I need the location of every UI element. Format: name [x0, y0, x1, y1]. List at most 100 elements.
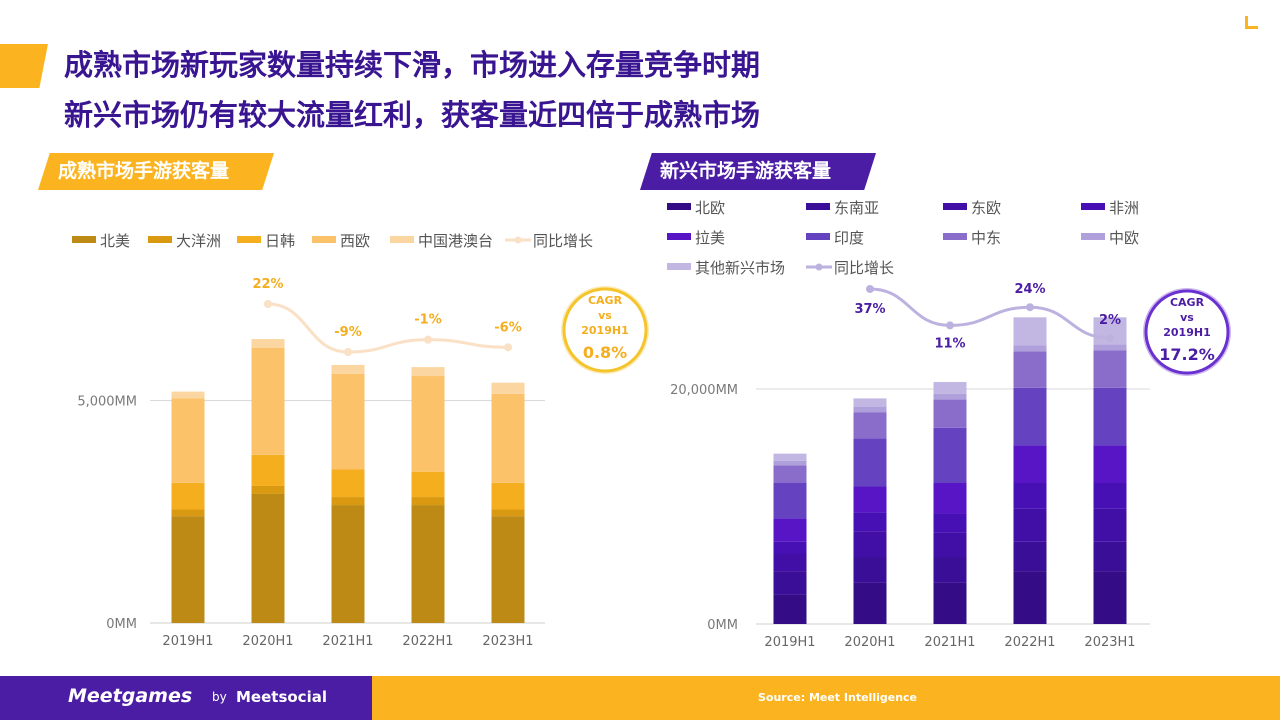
bar-segment — [933, 393, 967, 400]
mature-market-tag: 成熟市场手游获客量 — [38, 153, 274, 190]
x-tick-label: 2022H1 — [1004, 635, 1055, 650]
growth-data-label: 24% — [1014, 282, 1045, 297]
bar-segment — [1013, 541, 1047, 572]
emerging-market-tag: 新兴市场手游获客量 — [640, 153, 876, 190]
growth-line — [869, 287, 1111, 340]
footer-brand-band: Meetgames by Meetsocial — [0, 676, 372, 720]
bar-segment — [933, 557, 967, 583]
bar-segment — [853, 582, 887, 624]
footer: Meetgames by Meetsocial Source: Meet Int… — [0, 676, 1280, 720]
legend-swatch — [72, 236, 96, 243]
cagr-label: 2019H1 — [581, 324, 628, 337]
cagr-value: 17.2% — [1159, 345, 1215, 364]
legend-label: 同比增长 — [533, 232, 593, 250]
cagr-label: vs — [1180, 311, 1194, 324]
legend-label: 非洲 — [1109, 199, 1139, 217]
bar-segment — [251, 493, 285, 623]
legend-swatch — [312, 236, 336, 243]
x-tick-label: 2021H1 — [924, 635, 975, 650]
legend-label: 中欧 — [1109, 229, 1139, 247]
bar-segment — [773, 460, 807, 466]
accent-shape — [0, 44, 48, 88]
legend-marker — [815, 263, 823, 271]
legend-label: 同比增长 — [834, 259, 894, 277]
page-title: 成熟市场新玩家数量持续下滑，市场进入存量竞争时期 新兴市场仍有较大流量红利，获客… — [64, 40, 760, 140]
bar-segment — [251, 485, 285, 494]
growth-point — [1106, 334, 1114, 342]
x-tick-label: 2019H1 — [162, 634, 213, 649]
bar-segment — [491, 482, 525, 510]
bar-segment — [251, 347, 285, 455]
bar-segment — [933, 381, 967, 394]
cagr-badge — [1144, 289, 1230, 375]
legend-swatch — [667, 233, 691, 240]
legend-swatch — [667, 263, 691, 270]
bar-segment — [773, 541, 807, 554]
growth-point — [1026, 303, 1034, 312]
cagr-label: 2019H1 — [1163, 326, 1210, 339]
bar-segment — [171, 398, 205, 483]
legend-swatch — [667, 203, 691, 210]
bar-segment — [773, 465, 807, 483]
y-tick-label: 0MM — [106, 617, 137, 632]
bar-segment — [1013, 508, 1047, 542]
bar-segment — [853, 406, 887, 413]
bar-segment — [491, 382, 525, 394]
cagr-label: vs — [598, 309, 612, 322]
bar-segment — [1013, 351, 1047, 388]
corner-mark-icon — [1245, 16, 1258, 29]
bar-segment — [773, 483, 807, 519]
title-line-2: 新兴市场仍有较大流量红利，获客量近四倍于成熟市场 — [64, 98, 761, 132]
bar-segment — [853, 398, 887, 407]
growth-data-label: 11% — [934, 336, 965, 351]
legend-label: 北美 — [100, 232, 130, 250]
legend-marker — [514, 236, 522, 244]
growth-data-label: -9% — [334, 325, 361, 340]
legend-swatch — [237, 236, 261, 243]
bar-segment — [1013, 483, 1047, 509]
growth-data-label: -6% — [494, 320, 521, 335]
legend-label: 东南亚 — [834, 199, 879, 217]
meetgames-logo: Meetgames — [68, 685, 193, 707]
growth-line — [267, 302, 509, 354]
title-line-1: 成熟市场新玩家数量持续下滑，市场进入存量竞争时期 — [64, 48, 761, 82]
legend-label: 印度 — [834, 229, 864, 247]
x-tick-label: 2020H1 — [242, 634, 293, 649]
bar-segment — [853, 557, 887, 583]
bar-segment — [251, 339, 285, 348]
legend-label: 日韩 — [265, 232, 295, 250]
bar-segment — [773, 453, 807, 461]
legend-swatch — [806, 203, 830, 210]
bar-segment — [1093, 571, 1127, 624]
bar-segment — [933, 513, 967, 533]
legend-label: 大洋洲 — [176, 232, 221, 250]
y-tick-label: 20,000MM — [670, 383, 738, 398]
bar-segment — [491, 509, 525, 517]
x-tick-label: 2023H1 — [1084, 635, 1135, 650]
bar-segment — [491, 516, 525, 623]
bar-segment — [1093, 508, 1127, 542]
bar-segment — [1013, 317, 1047, 346]
bar-segment — [171, 391, 205, 399]
bar-segment — [853, 412, 887, 439]
bar-segment — [1093, 387, 1127, 446]
growth-data-label: 22% — [252, 277, 283, 292]
bar-segment — [853, 438, 887, 487]
bar-segment — [411, 471, 445, 498]
legend-label: 中东 — [971, 229, 1001, 247]
legend-label: 西欧 — [340, 232, 370, 250]
bar-segment — [853, 486, 887, 513]
bar-segment — [853, 512, 887, 532]
bar-segment — [773, 518, 807, 542]
growth-point — [344, 348, 352, 356]
footer-source-band: Source: Meet Intelligence — [372, 676, 1280, 720]
bar-segment — [331, 373, 365, 470]
bar-segment — [933, 582, 967, 624]
x-tick-label: 2019H1 — [764, 635, 815, 650]
bar-segment — [491, 393, 525, 483]
growth-point — [424, 335, 432, 344]
legend-swatch — [1081, 233, 1105, 240]
cagr-label: CAGR — [588, 294, 623, 307]
bar-segment — [1013, 571, 1047, 624]
x-tick-label: 2023H1 — [482, 634, 533, 649]
